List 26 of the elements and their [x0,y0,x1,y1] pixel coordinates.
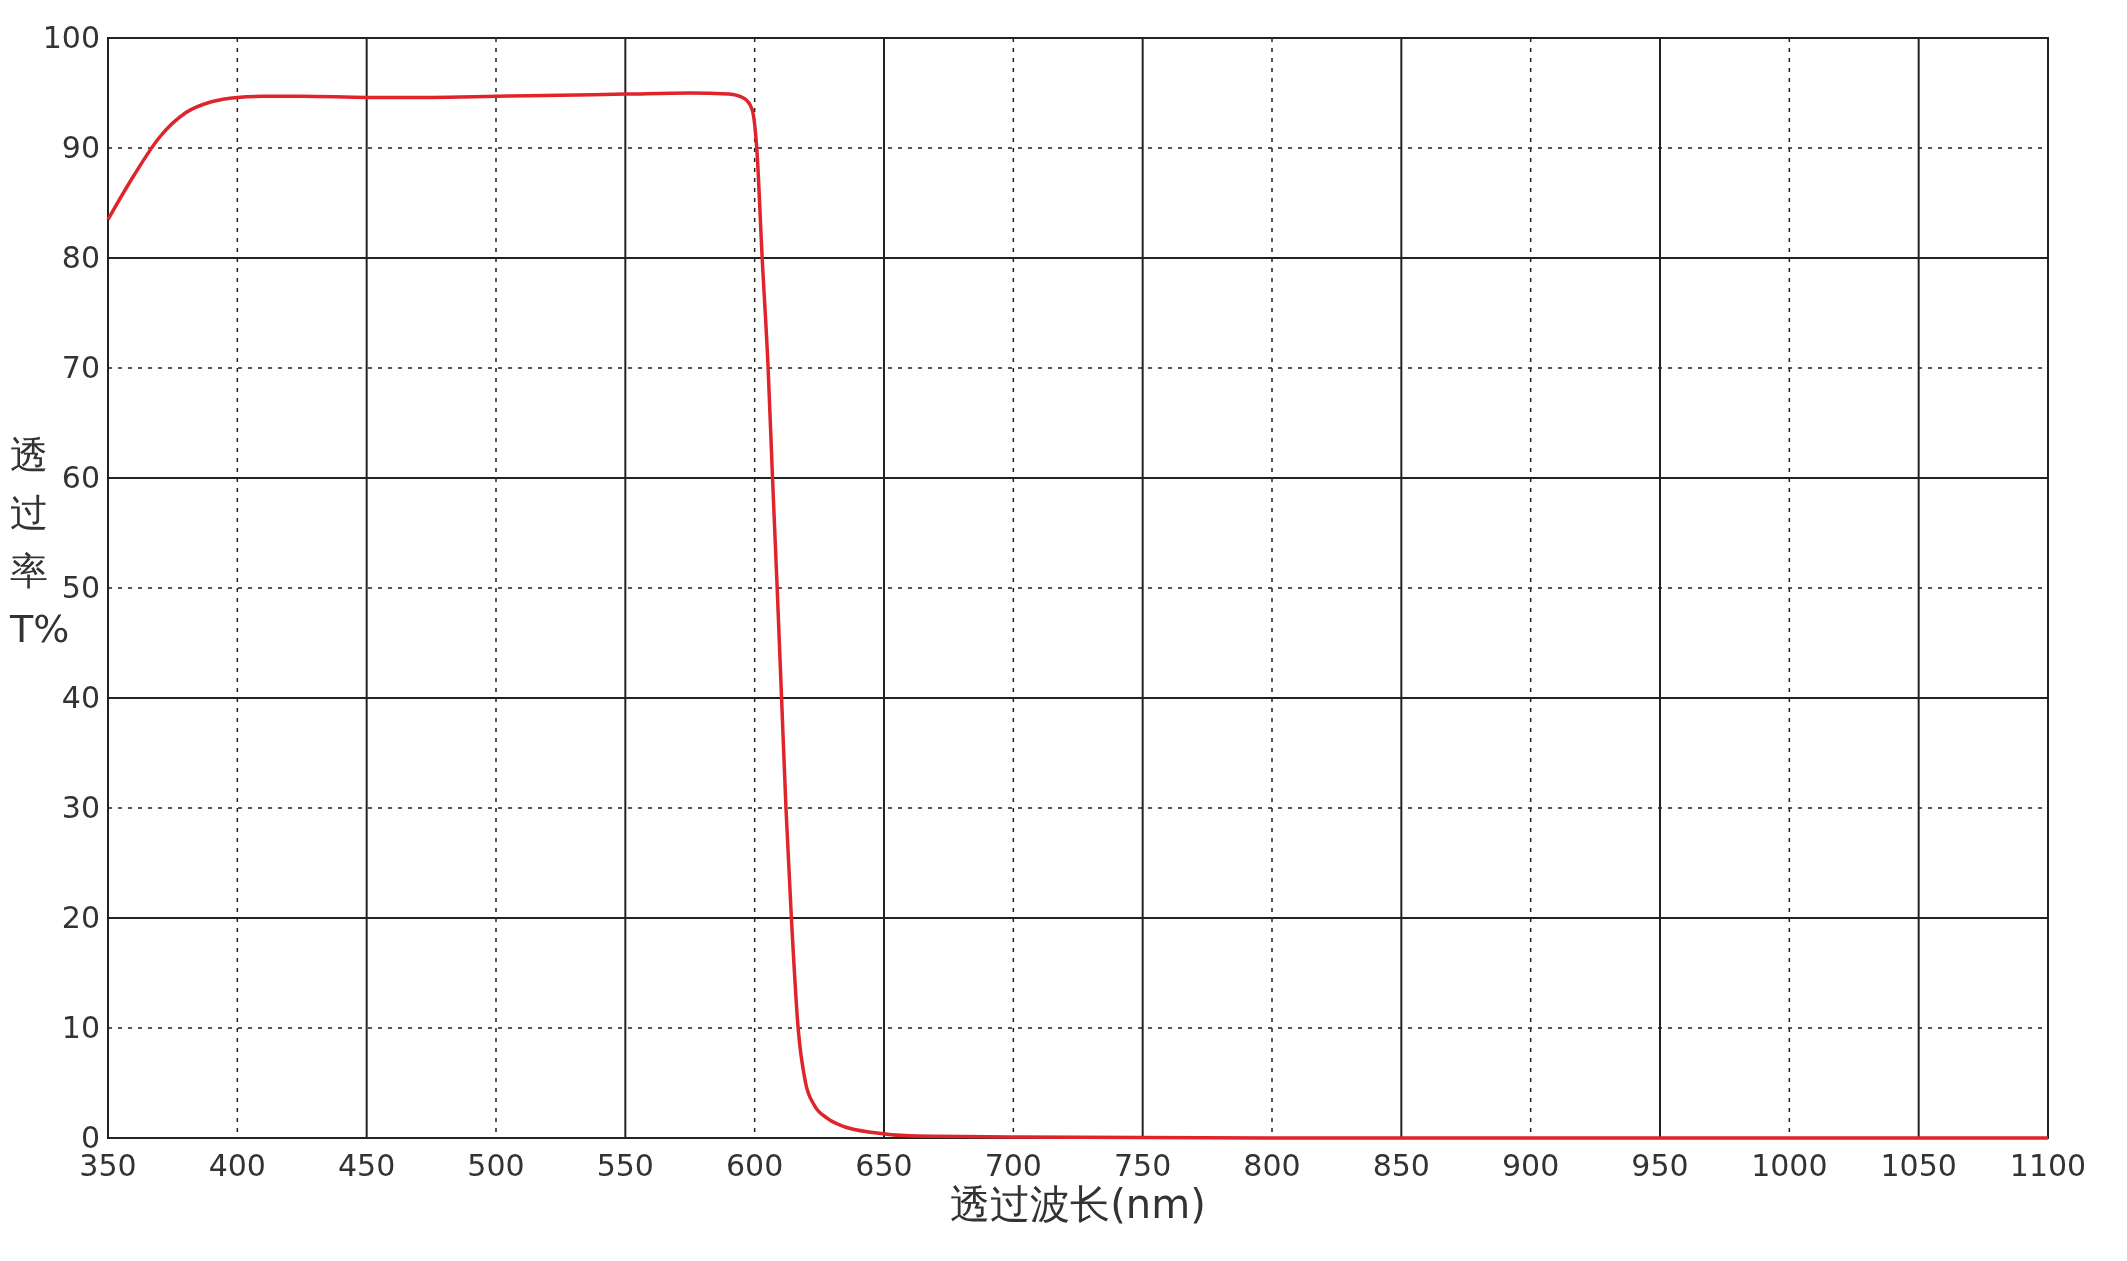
x-tick-label: 450 [338,1148,396,1183]
y-tick-label: 100 [42,20,100,55]
x-tick-label: 400 [208,1148,266,1183]
x-tick-label: 500 [467,1148,525,1183]
x-tick-label: 1100 [2009,1148,2087,1183]
x-tick-label: 850 [1372,1148,1430,1183]
x-tick-label: 1050 [1880,1148,1957,1183]
x-tick-label: 600 [726,1148,784,1183]
y-tick-label: 10 [61,1010,100,1045]
y-tick-label: 40 [61,680,100,715]
x-tick-label: 550 [596,1148,654,1183]
x-tick-label: 650 [855,1148,913,1183]
y-tick-label: 80 [61,240,100,275]
y-tick-label: 30 [61,790,100,825]
y-tick-label: 90 [61,130,100,165]
x-tick-label: 1000 [1751,1148,1828,1183]
x-tick-label: 900 [1502,1148,1560,1183]
x-axis-title: 透过波长(nm) [950,1181,1206,1227]
x-tick-label: 700 [984,1148,1042,1183]
y-tick-label: 20 [61,900,100,935]
y-tick-label: 60 [61,460,100,495]
x-tick-label: 750 [1114,1148,1172,1183]
x-tick-label: 800 [1243,1148,1301,1183]
line-series [106,91,2050,1140]
y-tick-label: 70 [61,350,100,385]
x-tick-label: 950 [1631,1148,1689,1183]
